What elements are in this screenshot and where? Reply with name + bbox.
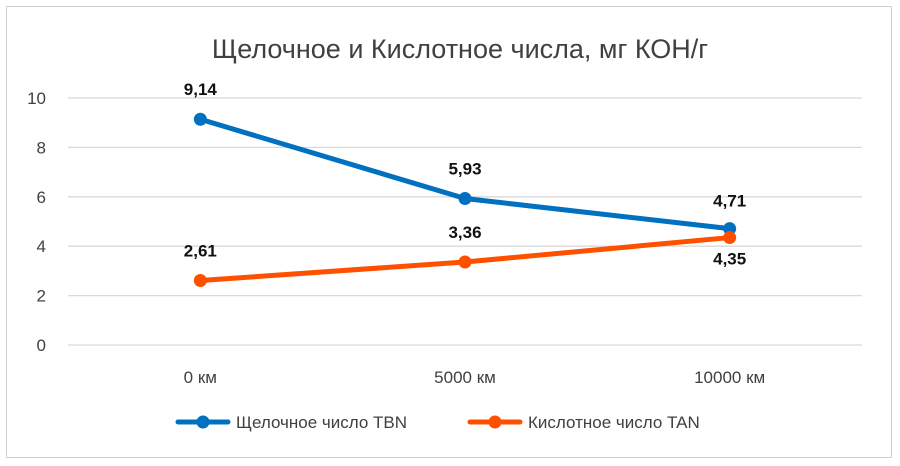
data-label: 4,71: [713, 192, 746, 211]
y-tick-label: 0: [37, 336, 46, 355]
data-point: [723, 231, 737, 245]
legend-swatch-marker: [196, 415, 210, 429]
legend-entry: Щелочное число TBN: [236, 413, 407, 432]
legend: Щелочное число TBN Кислотное число TAN: [175, 413, 700, 432]
data-point: [723, 222, 737, 236]
data-label: 9,14: [184, 80, 218, 99]
x-axis-ticks: 0 км 5000 км 10000 км: [184, 368, 766, 387]
chart-title: Щелочное и Кислотное числа, мг КОН/г: [212, 34, 708, 64]
data-labels: 9,14 5,93 4,71 2,61 3,36 4,35: [184, 80, 746, 268]
chart-frame: [6, 6, 892, 458]
y-tick-label: 2: [37, 287, 46, 306]
series-group: [193, 112, 737, 288]
data-label: 4,35: [713, 250, 746, 269]
gridlines: [68, 97, 862, 346]
y-tick-label: 4: [37, 237, 46, 256]
data-label: 3,36: [448, 223, 481, 242]
legend-swatch-marker: [488, 415, 502, 429]
legend-entry: Кислотное число TAN: [528, 413, 700, 432]
y-axis-ticks: 0 2 4 6 8 10: [27, 89, 46, 355]
data-point: [193, 112, 207, 126]
y-tick-label: 8: [37, 138, 46, 157]
data-point: [458, 192, 472, 206]
y-tick-label: 6: [37, 188, 46, 207]
y-tick-label: 10: [27, 89, 46, 108]
data-point: [193, 274, 207, 288]
data-point: [458, 255, 472, 269]
data-label: 2,61: [184, 242, 217, 261]
x-tick-label: 5000 км: [434, 368, 496, 387]
data-label: 5,93: [448, 160, 481, 179]
x-tick-label: 10000 км: [694, 368, 765, 387]
x-tick-label: 0 км: [184, 368, 217, 387]
